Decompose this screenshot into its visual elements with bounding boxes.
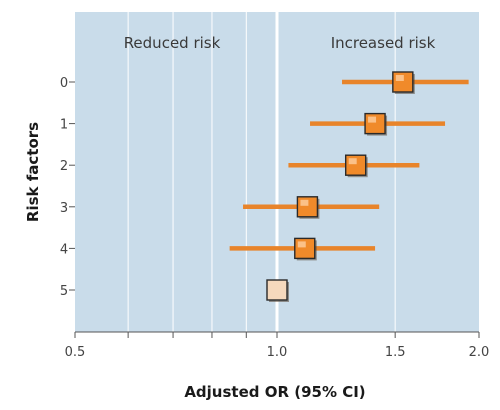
y-axis-title: Risk factors — [24, 122, 42, 222]
data-marks — [229, 71, 469, 302]
y-tick-label: 5 — [60, 284, 68, 299]
gridlines — [127, 12, 396, 332]
region-label-increased: Increased risk — [331, 34, 436, 52]
or-marker — [266, 279, 288, 301]
region-label-reduced: Reduced risk — [124, 34, 221, 52]
or-marker-highlight — [348, 158, 357, 165]
y-tick-label: 4 — [60, 242, 68, 257]
or-marker-highlight — [368, 116, 377, 123]
y-tick-label: 1 — [60, 118, 68, 133]
x-tick-label: 1.5 — [385, 345, 406, 360]
y-tick-label: 0 — [60, 76, 68, 91]
or-marker-highlight — [300, 199, 309, 206]
y-tick-label: 2 — [60, 159, 68, 174]
x-axis-title: Adjusted OR (95% CI) — [184, 383, 365, 401]
or-marker-highlight — [297, 241, 306, 248]
x-axis: 0.5 1.0 1.5 2.0 — [65, 331, 490, 360]
y-tick-label: 3 — [60, 201, 68, 216]
x-tick-label: 2.0 — [469, 345, 490, 360]
x-tick-label: 1.0 — [267, 345, 288, 360]
or-marker-highlight — [395, 75, 404, 81]
x-tick-label: 0.5 — [65, 345, 86, 360]
y-axis: 0 1 2 3 4 5 — [60, 76, 75, 299]
